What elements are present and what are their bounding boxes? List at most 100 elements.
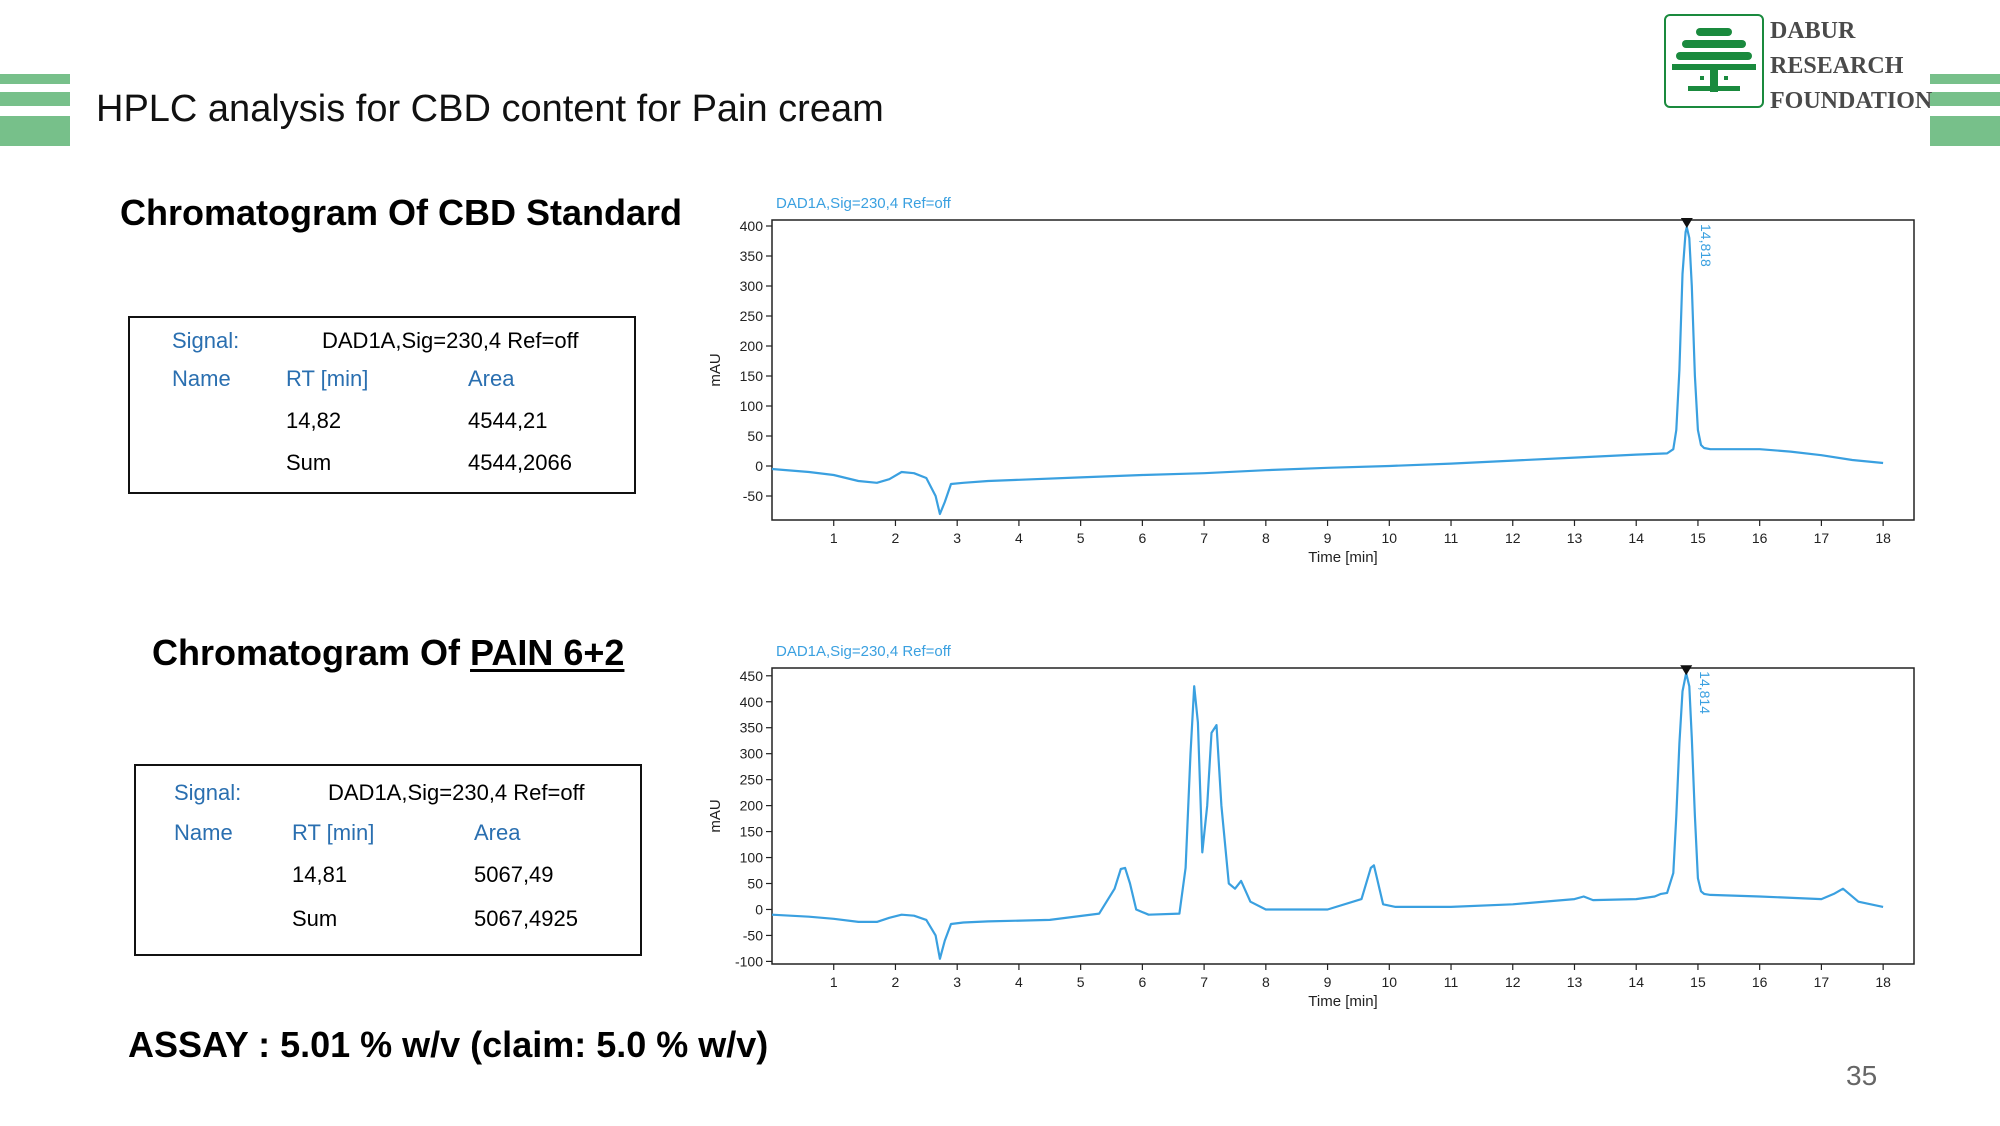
x-tick-label: 2 bbox=[892, 530, 900, 546]
x-tick-label: 2 bbox=[892, 974, 900, 990]
x-tick-label: 7 bbox=[1200, 530, 1208, 546]
x-tick-label: 6 bbox=[1138, 974, 1146, 990]
slide-title: HPLC analysis for CBD content for Pain c… bbox=[96, 88, 884, 130]
y-tick-label: 150 bbox=[740, 368, 764, 384]
x-tick-label: 11 bbox=[1444, 530, 1459, 546]
x-axis-label: Time [min] bbox=[1308, 993, 1377, 1010]
left-accent-bar-bottom bbox=[0, 116, 70, 146]
x-tick-label: 1 bbox=[830, 974, 838, 990]
sum-label: Sum bbox=[286, 450, 332, 475]
sum-value: 5067,4925 bbox=[474, 906, 578, 931]
x-tick-label: 14 bbox=[1628, 974, 1644, 990]
left-accent-bar-middle bbox=[0, 92, 70, 106]
plot-frame bbox=[771, 219, 1915, 521]
x-tick-label: 9 bbox=[1324, 974, 1332, 990]
results-table-cbd-standard: Signal: DAD1A,Sig=230,4 Ref=off Name RT … bbox=[128, 316, 636, 494]
x-tick-label: 13 bbox=[1567, 530, 1583, 546]
peak-label: 14,814 bbox=[1697, 671, 1713, 714]
column-header-area: Area bbox=[468, 366, 515, 391]
series-line bbox=[771, 226, 1884, 516]
column-header-name: Name bbox=[174, 820, 233, 845]
x-tick-label: 3 bbox=[953, 974, 961, 990]
y-tick-label: 350 bbox=[740, 720, 764, 736]
sum-value: 4544,2066 bbox=[468, 450, 572, 475]
chromatogram-cbd-standard: DAD1A,Sig=230,4 Ref=off-5005010015020025… bbox=[707, 195, 1915, 566]
x-tick-label: 4 bbox=[1015, 974, 1023, 990]
column-header-name: Name bbox=[172, 366, 231, 391]
y-tick-label: 300 bbox=[740, 278, 764, 294]
y-tick-label: 0 bbox=[755, 458, 763, 474]
x-tick-label: 3 bbox=[953, 530, 961, 546]
signal-label: Signal: bbox=[172, 328, 240, 353]
x-tick-label: 15 bbox=[1690, 974, 1706, 990]
y-tick-label: 50 bbox=[747, 428, 763, 444]
section-heading-cbd-standard: Chromatogram Of CBD Standard bbox=[120, 192, 683, 233]
tree-logo-icon bbox=[1664, 14, 1764, 108]
left-accent-bar-top bbox=[0, 74, 70, 84]
column-header-rt: RT [min] bbox=[292, 820, 375, 845]
x-tick-label: 14 bbox=[1628, 530, 1644, 546]
x-tick-label: 16 bbox=[1752, 530, 1768, 546]
x-tick-label: 6 bbox=[1138, 530, 1146, 546]
y-tick-label: 400 bbox=[740, 694, 764, 710]
area-value: 4544,21 bbox=[468, 408, 548, 433]
x-tick-label: 13 bbox=[1567, 974, 1583, 990]
y-tick-label: 100 bbox=[740, 850, 764, 866]
x-tick-label: 15 bbox=[1690, 530, 1706, 546]
x-tick-label: 18 bbox=[1875, 530, 1891, 546]
heading-prefix: Chromatogram Of bbox=[152, 632, 471, 673]
y-tick-label: 200 bbox=[740, 338, 764, 354]
y-tick-label: 250 bbox=[740, 772, 764, 788]
y-tick-label: 350 bbox=[740, 248, 764, 264]
logo-line-3: FOUNDATION bbox=[1770, 88, 1933, 114]
y-tick-label: 300 bbox=[740, 746, 764, 762]
right-accent-bar-bottom bbox=[1930, 116, 2000, 146]
y-tick-label: 100 bbox=[740, 398, 764, 414]
signal-value: DAD1A,Sig=230,4 Ref=off bbox=[328, 780, 585, 805]
y-axis-label: mAU bbox=[707, 799, 724, 832]
x-tick-label: 17 bbox=[1814, 974, 1830, 990]
logo-line-1: DABUR bbox=[1770, 18, 1856, 44]
peak-marker bbox=[1680, 218, 1693, 228]
y-axis-label: mAU bbox=[707, 353, 724, 386]
sum-label: Sum bbox=[292, 906, 338, 931]
x-tick-label: 8 bbox=[1262, 530, 1270, 546]
x-axis-label: Time [min] bbox=[1308, 549, 1377, 566]
column-header-rt: RT [min] bbox=[286, 366, 369, 391]
section-heading-pain-sample: Chromatogram Of PAIN 6+2 bbox=[152, 632, 624, 674]
y-tick-label: 50 bbox=[747, 876, 763, 892]
y-tick-label: 0 bbox=[755, 901, 763, 917]
heading-sample-name: PAIN 6+2 bbox=[470, 632, 625, 673]
y-tick-label: -50 bbox=[743, 488, 763, 504]
logo-text: DABUR RESEARCH FOUNDATION bbox=[1770, 14, 1932, 119]
area-value: 5067,49 bbox=[474, 862, 554, 887]
y-tick-label: 200 bbox=[740, 798, 764, 814]
x-tick-label: 5 bbox=[1077, 530, 1085, 546]
signal-value: DAD1A,Sig=230,4 Ref=off bbox=[322, 328, 579, 353]
y-tick-label: 250 bbox=[740, 308, 764, 324]
x-tick-label: 12 bbox=[1505, 974, 1521, 990]
y-tick-label: 450 bbox=[740, 668, 764, 684]
column-header-area: Area bbox=[474, 820, 521, 845]
x-tick-label: 5 bbox=[1077, 974, 1085, 990]
results-table-pain-sample: Signal: DAD1A,Sig=230,4 Ref=off Name RT … bbox=[134, 764, 642, 956]
x-tick-label: 4 bbox=[1015, 530, 1023, 546]
logo-line-2: RESEARCH bbox=[1770, 53, 1904, 79]
x-tick-label: 16 bbox=[1752, 974, 1768, 990]
signal-label: Signal: bbox=[174, 780, 242, 805]
chromatogram-pain-sample: DAD1A,Sig=230,4 Ref=off -100 -50 0 50 100 150 2… bbox=[707, 643, 1915, 1010]
y-tick-label: -50 bbox=[743, 927, 763, 943]
right-accent-bar-middle bbox=[1930, 92, 2000, 106]
series-line bbox=[771, 672, 1884, 960]
rt-value: 14,81 bbox=[292, 862, 348, 887]
assay-result: ASSAY : 5.01 % w/v (claim: 5.0 % w/v) bbox=[128, 1024, 769, 1065]
chart-title: DAD1A,Sig=230,4 Ref=off bbox=[776, 643, 952, 660]
plot-frame bbox=[771, 667, 1915, 965]
y-tick-label: 150 bbox=[740, 824, 764, 840]
right-accent-bar-top bbox=[1930, 74, 2000, 84]
chart-title: DAD1A,Sig=230,4 Ref=off bbox=[776, 195, 952, 212]
x-tick-label: 8 bbox=[1262, 974, 1270, 990]
x-tick-label: 10 bbox=[1382, 974, 1398, 990]
x-tick-label: 12 bbox=[1505, 530, 1521, 546]
x-tick-label: 9 bbox=[1324, 530, 1332, 546]
